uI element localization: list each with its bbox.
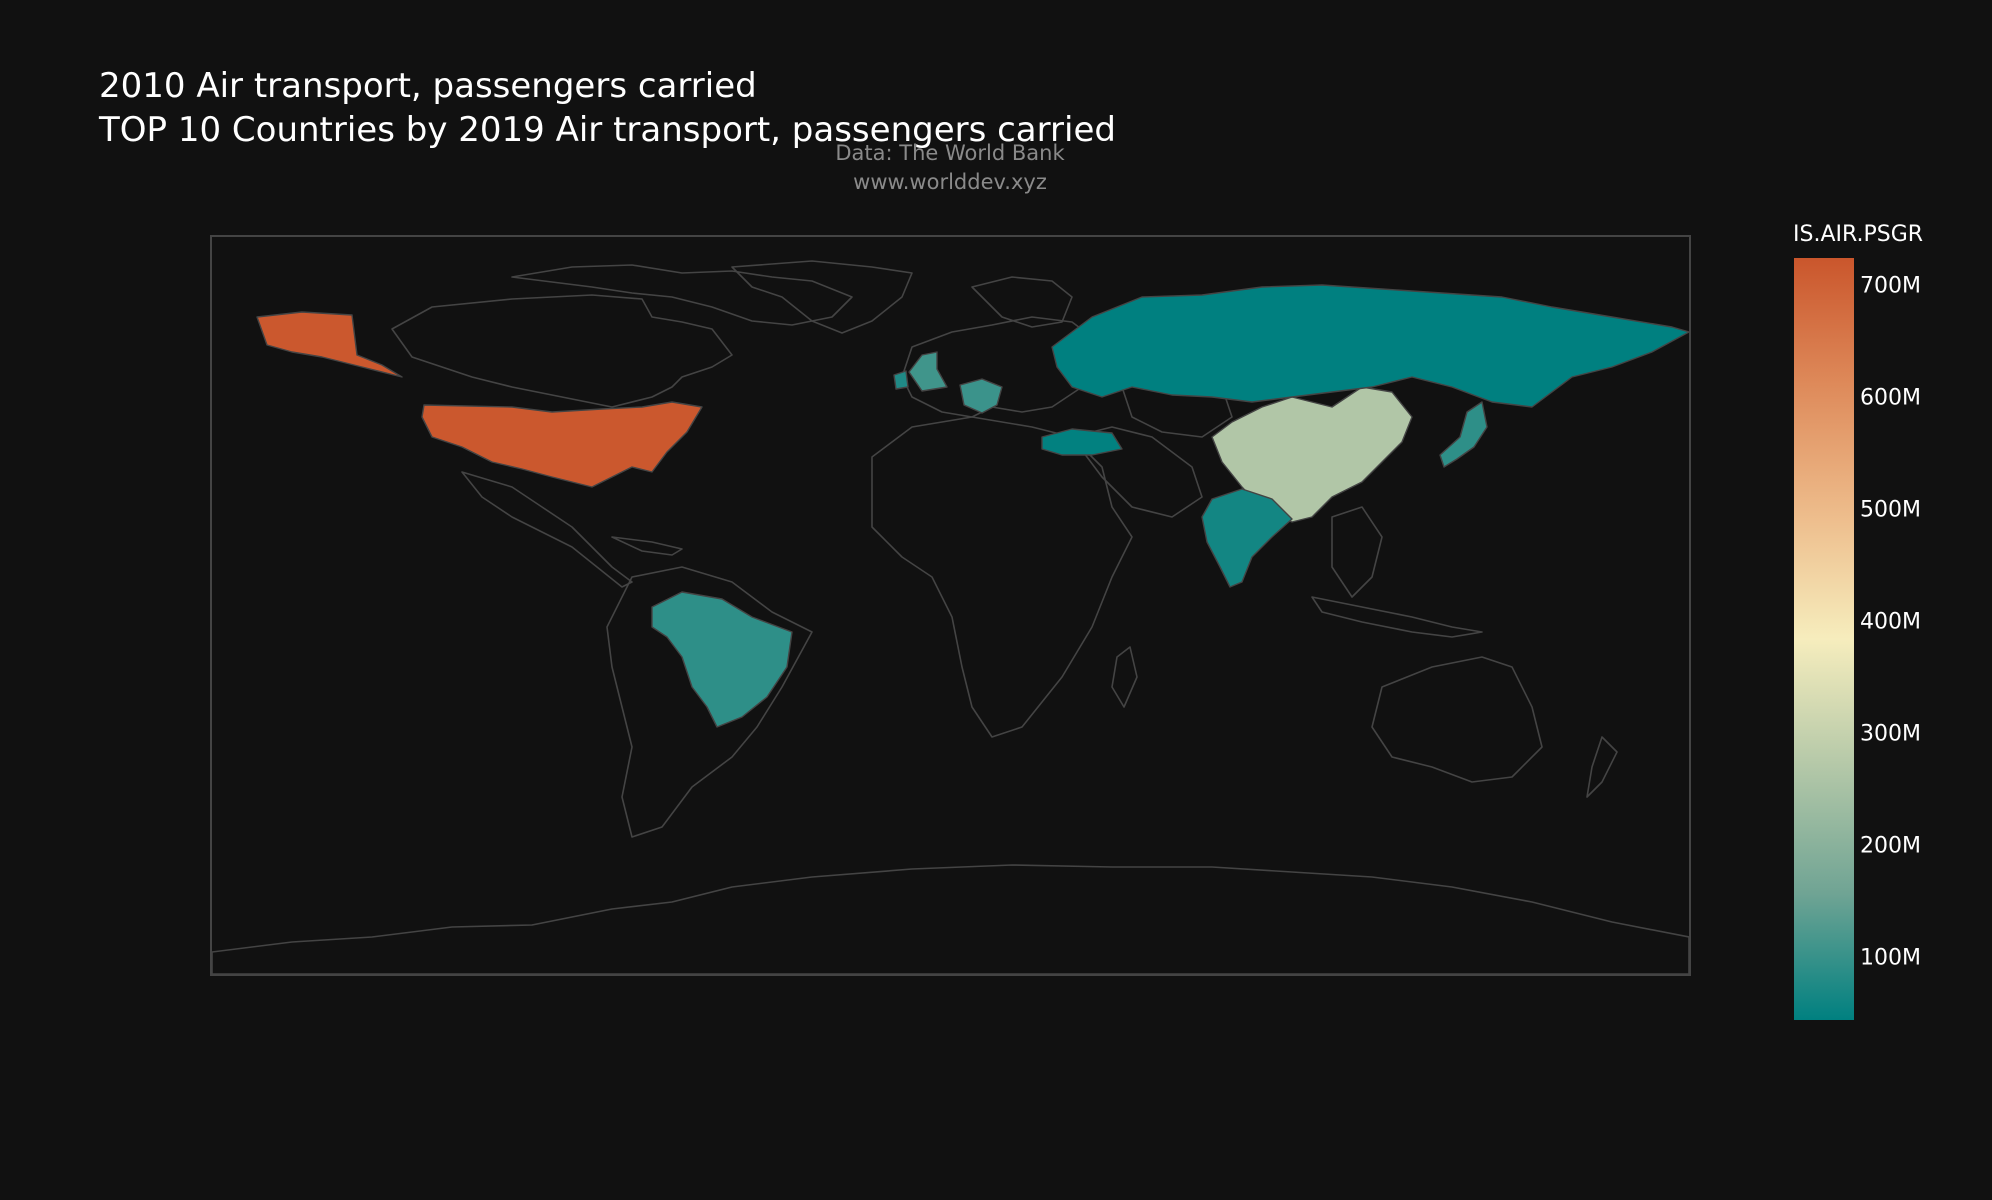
land-scandinavia xyxy=(971,276,1073,328)
land-new-zealand xyxy=(1586,736,1618,798)
colorbar-title: IS.AIR.PSGR xyxy=(1793,222,1924,247)
chart-title-line-1: 2010 Air transport, passengers carried xyxy=(99,66,757,106)
colorbar-tick-label: 300M xyxy=(1860,721,1921,747)
country-india[interactable] xyxy=(1201,488,1293,588)
country-russia[interactable] xyxy=(1051,284,1689,408)
colorbar-gradient xyxy=(1794,258,1854,1020)
land-south-america xyxy=(606,566,813,838)
land-africa xyxy=(871,416,1133,738)
land-middle-east xyxy=(1071,426,1203,518)
colorbar-tick-label: 400M xyxy=(1860,609,1921,635)
world-map-canvas[interactable] xyxy=(212,237,1689,974)
country-usa[interactable] xyxy=(421,401,703,488)
world-map[interactable] xyxy=(210,235,1691,976)
country-china[interactable] xyxy=(1211,386,1413,523)
country-germany[interactable] xyxy=(959,378,1003,414)
colorbar-tick-label: 200M xyxy=(1860,833,1921,859)
colorbar-tick-label: 700M xyxy=(1860,273,1921,299)
land-madagascar xyxy=(1111,646,1138,708)
data-source-url: www.worlddev.xyz xyxy=(853,170,1047,194)
land-australia xyxy=(1371,656,1543,783)
country-usa-alaska[interactable] xyxy=(256,311,403,378)
land-mexico-central xyxy=(461,471,633,588)
country-brazil[interactable] xyxy=(651,591,793,728)
colorbar-tick-label: 600M xyxy=(1860,385,1921,411)
country-japan[interactable] xyxy=(1439,401,1488,468)
land-southeast-asia xyxy=(1331,506,1383,598)
land-antarctica xyxy=(212,864,1689,974)
land-canada-arctic xyxy=(511,264,853,326)
country-united-kingdom[interactable] xyxy=(908,351,948,392)
colorbar-tick-label: 500M xyxy=(1860,497,1921,523)
land-greenland xyxy=(731,260,913,334)
chart-title-line-2: TOP 10 Countries by 2019 Air transport, … xyxy=(99,110,1116,150)
land-caribbean xyxy=(611,536,683,556)
land-north-america xyxy=(391,294,733,408)
colorbar-tick-label: 100M xyxy=(1860,945,1921,971)
country-turkey[interactable] xyxy=(1041,428,1123,456)
land-indonesia xyxy=(1311,596,1483,638)
data-source-label: Data: The World Bank xyxy=(835,141,1065,165)
country-ireland[interactable] xyxy=(893,370,909,390)
